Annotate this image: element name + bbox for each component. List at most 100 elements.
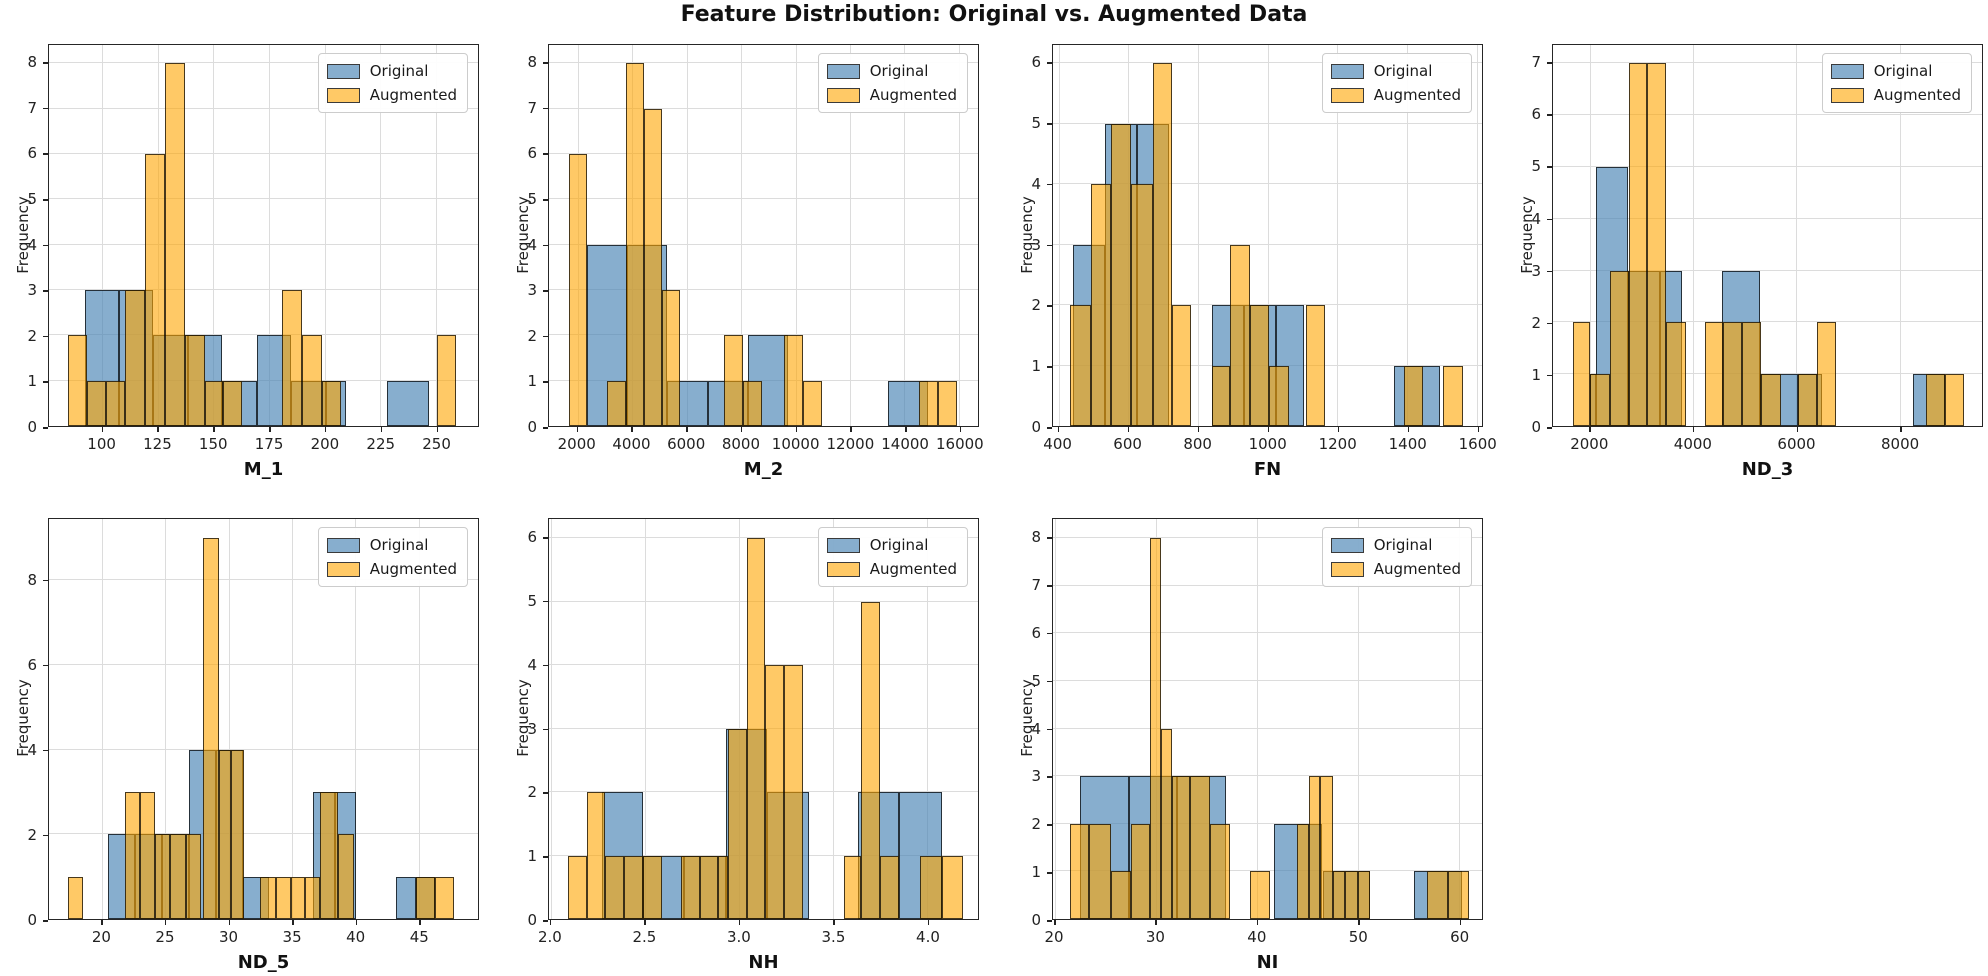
- y-tick-label: 2: [1031, 815, 1041, 834]
- hist-bar-augmented: [1609, 270, 1629, 426]
- hist-bar-augmented: [1306, 305, 1326, 426]
- y-tick-mark: [1047, 123, 1052, 125]
- gridline-x: [849, 45, 851, 426]
- y-tick-mark: [1047, 305, 1052, 307]
- x-tick-label: 100: [87, 435, 116, 453]
- legend-label-augmented: Augmented: [869, 86, 957, 104]
- gridline-x: [1693, 45, 1695, 426]
- legend-item-original: Original: [826, 59, 957, 83]
- hist-bar-augmented: [1110, 123, 1132, 426]
- y-tick-mark: [543, 537, 548, 539]
- y-tick-label: 5: [1531, 157, 1541, 176]
- y-tick-mark: [1547, 114, 1552, 116]
- hist-bar-augmented: [1403, 365, 1424, 426]
- y-tick-mark: [43, 749, 48, 752]
- y-tick-label: 2: [1031, 296, 1041, 315]
- legend-box: Original Augmented: [817, 527, 968, 587]
- y-tick-label: 0: [1031, 418, 1041, 436]
- legend-label-original: Original: [869, 62, 929, 80]
- gridline-y: [49, 334, 478, 336]
- x-tick-mark: [905, 427, 907, 432]
- legend-item-augmented: Augmented: [826, 557, 957, 581]
- legend-swatch-augmented-icon: [326, 87, 360, 103]
- y-tick-mark: [1547, 374, 1552, 377]
- hist-bar-augmented: [105, 380, 125, 426]
- gridline-y: [49, 62, 478, 64]
- x-tick-label: 45: [409, 928, 429, 946]
- gridline-y: [549, 107, 978, 109]
- legend-box: Original Augmented: [817, 53, 968, 113]
- gridline-x: [1899, 45, 1901, 426]
- x-tick-mark: [164, 920, 167, 925]
- gridline-x: [904, 45, 906, 426]
- hist-bar-augmented: [1344, 871, 1358, 919]
- gridline-x: [1197, 45, 1199, 426]
- hist-bar-augmented: [231, 749, 244, 919]
- legend-label-original: Original: [1373, 62, 1433, 80]
- x-tick-label: 225: [366, 435, 396, 453]
- hist-bar-augmented: [605, 855, 625, 919]
- hist-bar-augmented: [67, 876, 84, 919]
- hist-bar-augmented: [1320, 776, 1333, 919]
- x-tick-mark: [292, 920, 294, 925]
- gridline-x: [927, 519, 929, 919]
- gridline-y: [49, 152, 478, 154]
- y-tick-mark: [543, 856, 548, 858]
- y-tick-label: 5: [527, 591, 537, 610]
- y-tick-mark: [1547, 166, 1552, 168]
- hist-bar-augmented: [337, 834, 354, 919]
- x-tick-mark: [686, 427, 688, 432]
- gridline-x: [1476, 45, 1478, 426]
- hist-bar-augmented: [1229, 244, 1250, 426]
- y-tick-mark: [1047, 824, 1052, 826]
- y-tick-label: 6: [527, 528, 537, 547]
- y-tick-mark: [543, 244, 548, 247]
- gridline-x: [1796, 45, 1798, 426]
- x-tick-mark: [228, 920, 231, 925]
- x-tick-mark: [959, 427, 962, 432]
- y-tick-mark: [1547, 270, 1552, 273]
- y-tick-label: 2: [527, 326, 537, 345]
- x-tick-label: 175: [254, 435, 284, 453]
- y-axis-label-frequency: Frequency: [14, 679, 32, 757]
- y-tick-mark: [1047, 585, 1052, 587]
- hist-bar-augmented: [415, 876, 435, 919]
- hist-bar-augmented: [184, 335, 205, 426]
- x-tick-mark: [1267, 427, 1270, 432]
- x-tick-label: 800: [1183, 435, 1212, 453]
- hist-bar-augmented: [67, 335, 87, 426]
- legend-label-original: Original: [369, 536, 429, 554]
- y-tick-label: 7: [1031, 576, 1041, 594]
- x-axis-label-m_1: M_1: [243, 459, 284, 480]
- legend-box: Original Augmented: [1821, 53, 1972, 113]
- legend-swatch-original-icon: [1330, 63, 1364, 79]
- x-tick-label: 10000: [771, 435, 820, 453]
- hist-bar-augmented: [144, 153, 165, 426]
- hist-bar-augmented: [260, 876, 276, 919]
- y-axis-label-frequency: Frequency: [1518, 195, 1536, 274]
- y-tick-label: 2: [527, 783, 537, 802]
- y-tick-label: 2: [27, 326, 37, 345]
- hist-bar-augmented: [1171, 305, 1192, 426]
- y-tick-label: 4: [1031, 719, 1041, 738]
- x-tick-label: 4.0: [916, 928, 940, 946]
- gridline-x: [1055, 519, 1057, 919]
- y-tick-mark: [43, 664, 48, 667]
- gridline-y: [1053, 727, 1482, 729]
- y-tick-label: 1: [527, 847, 537, 866]
- hist-bar-augmented: [218, 749, 232, 919]
- gridline-y: [549, 334, 978, 336]
- hist-bar-augmented: [1249, 305, 1270, 426]
- hist-bar-augmented: [1090, 184, 1111, 426]
- hist-bar-augmented: [1817, 322, 1837, 426]
- hist-bar-augmented: [1945, 374, 1965, 426]
- hist-bar-augmented: [203, 538, 219, 919]
- y-tick-mark: [43, 153, 48, 155]
- hist-bar-augmented: [436, 335, 456, 426]
- y-tick-label: 3: [527, 281, 537, 300]
- figure-title: Feature Distribution: Original vs. Augme…: [680, 2, 1308, 27]
- hist-bar-augmented: [644, 108, 663, 426]
- x-tick-mark: [1155, 920, 1157, 925]
- gridline-y: [49, 243, 478, 245]
- gridline-y: [49, 198, 478, 200]
